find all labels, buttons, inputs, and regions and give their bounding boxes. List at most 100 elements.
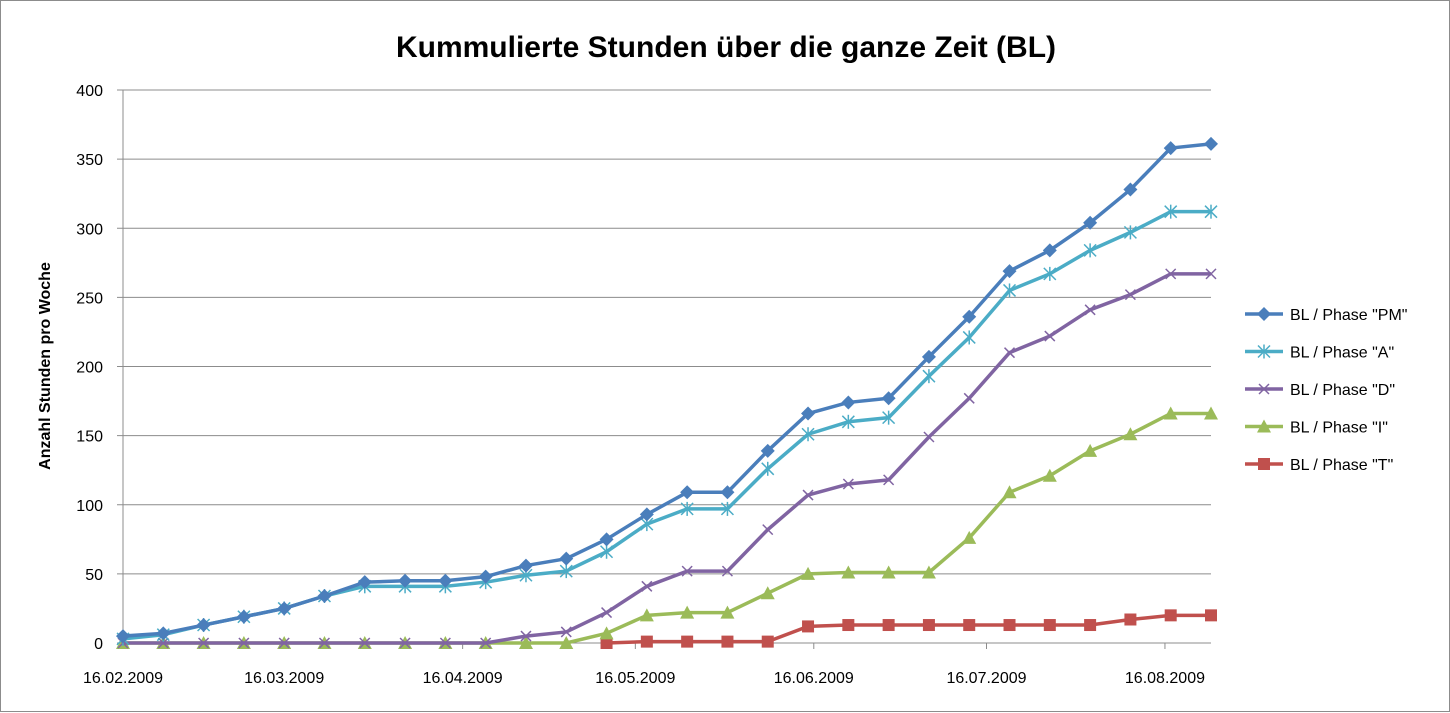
data-point bbox=[921, 565, 936, 579]
data-point bbox=[760, 586, 775, 600]
legend-marker bbox=[1257, 307, 1271, 321]
gridlines bbox=[123, 89, 1211, 575]
data-point bbox=[963, 392, 975, 404]
data-point bbox=[1123, 225, 1137, 240]
data-point bbox=[1002, 485, 1017, 499]
data-point bbox=[1205, 609, 1217, 622]
series-square bbox=[600, 609, 1217, 649]
data-point bbox=[478, 569, 493, 584]
data-point bbox=[278, 637, 290, 649]
y-axis-label: Anzahl Stunden pro Woche bbox=[37, 262, 54, 470]
data-point bbox=[157, 637, 169, 649]
y-tick-label: 50 bbox=[85, 567, 103, 584]
data-point bbox=[359, 637, 371, 649]
data-point bbox=[760, 443, 775, 458]
legend-label: BL / Phase "I" bbox=[1290, 420, 1388, 437]
legend-marker bbox=[1258, 383, 1270, 395]
marker-stroke bbox=[883, 474, 895, 486]
legend-label: BL / Phase "T" bbox=[1290, 457, 1393, 474]
marker-stroke bbox=[399, 637, 411, 649]
data-point bbox=[559, 636, 574, 649]
data-point bbox=[1002, 283, 1017, 298]
marker-stroke bbox=[157, 637, 169, 649]
data-point bbox=[518, 636, 533, 649]
data-point bbox=[761, 461, 775, 476]
x-tick-label: 16.02.2009 bbox=[83, 670, 163, 687]
data-point bbox=[439, 637, 451, 649]
legend-label: BL / Phase "PM" bbox=[1290, 307, 1407, 324]
data-point bbox=[962, 309, 977, 324]
marker-stroke bbox=[1165, 268, 1177, 280]
data-point bbox=[1164, 609, 1177, 622]
data-point bbox=[1204, 406, 1218, 420]
data-point bbox=[357, 575, 372, 590]
data-point bbox=[1124, 289, 1136, 301]
data-point bbox=[882, 410, 896, 425]
data-point bbox=[1123, 182, 1138, 197]
data-point bbox=[560, 626, 572, 638]
legend-marker bbox=[1258, 458, 1270, 470]
legend-item: BL / Phase "D" bbox=[1245, 382, 1395, 399]
marker-stroke bbox=[802, 489, 814, 501]
data-point bbox=[841, 565, 856, 579]
marker-stroke bbox=[762, 524, 774, 536]
marker-stroke bbox=[278, 637, 290, 649]
series-group bbox=[116, 136, 1218, 649]
marker-stroke bbox=[238, 637, 250, 649]
data-point bbox=[801, 566, 816, 580]
data-point bbox=[1204, 136, 1218, 151]
marker-stroke bbox=[641, 580, 653, 592]
marker-stroke bbox=[1044, 330, 1056, 342]
data-point bbox=[881, 391, 896, 406]
data-point bbox=[1204, 204, 1218, 219]
data-point bbox=[599, 626, 614, 640]
data-point bbox=[1124, 613, 1137, 626]
x-tick-label: 16.06.2009 bbox=[774, 670, 854, 687]
data-point bbox=[1002, 264, 1017, 279]
data-point bbox=[156, 626, 171, 641]
data-point bbox=[559, 564, 573, 579]
data-point bbox=[1163, 141, 1178, 156]
marker-stroke bbox=[439, 637, 451, 649]
data-point bbox=[399, 637, 411, 649]
data-point bbox=[1044, 330, 1056, 342]
data-point bbox=[238, 637, 250, 649]
data-point bbox=[641, 580, 653, 592]
y-axis-ticks: 0 50 100 150 200 250 300 350 400 bbox=[76, 83, 103, 653]
data-point bbox=[721, 635, 734, 648]
data-point bbox=[1043, 619, 1056, 632]
legend-label: BL / Phase "A" bbox=[1290, 345, 1394, 362]
y-tick-label: 200 bbox=[76, 360, 103, 377]
data-point bbox=[922, 619, 935, 632]
marker-stroke bbox=[359, 637, 371, 649]
marker-stroke bbox=[318, 637, 331, 649]
data-point bbox=[802, 620, 815, 633]
data-point bbox=[842, 478, 854, 490]
x-tick-label: 16.04.2009 bbox=[423, 670, 503, 687]
data-point bbox=[1042, 468, 1057, 482]
data-point bbox=[1164, 204, 1178, 219]
data-point bbox=[518, 558, 533, 573]
data-point bbox=[277, 601, 292, 616]
data-point bbox=[1123, 427, 1138, 441]
marker-stroke bbox=[963, 392, 975, 404]
legend-marker bbox=[1257, 344, 1271, 359]
y-tick-label: 100 bbox=[76, 498, 103, 515]
data-point bbox=[639, 608, 654, 622]
data-point bbox=[922, 369, 936, 384]
data-point bbox=[398, 573, 413, 588]
x-tick-label: 16.07.2009 bbox=[946, 670, 1026, 687]
x-tick-label: 16.05.2009 bbox=[595, 670, 675, 687]
marker-stroke bbox=[480, 637, 492, 649]
data-point bbox=[198, 637, 210, 649]
marker-stroke bbox=[520, 630, 532, 642]
data-point bbox=[116, 629, 130, 644]
series-triangle bbox=[116, 406, 1218, 649]
data-point bbox=[680, 501, 694, 516]
data-point bbox=[1205, 268, 1217, 280]
data-point bbox=[480, 637, 492, 649]
y-tick-label: 350 bbox=[76, 152, 103, 169]
x-axis-ticks: 16.02.2009 16.03.2009 16.04.2009 16.05.2009… bbox=[83, 670, 1205, 687]
legend-label: BL / Phase "D" bbox=[1290, 382, 1395, 399]
